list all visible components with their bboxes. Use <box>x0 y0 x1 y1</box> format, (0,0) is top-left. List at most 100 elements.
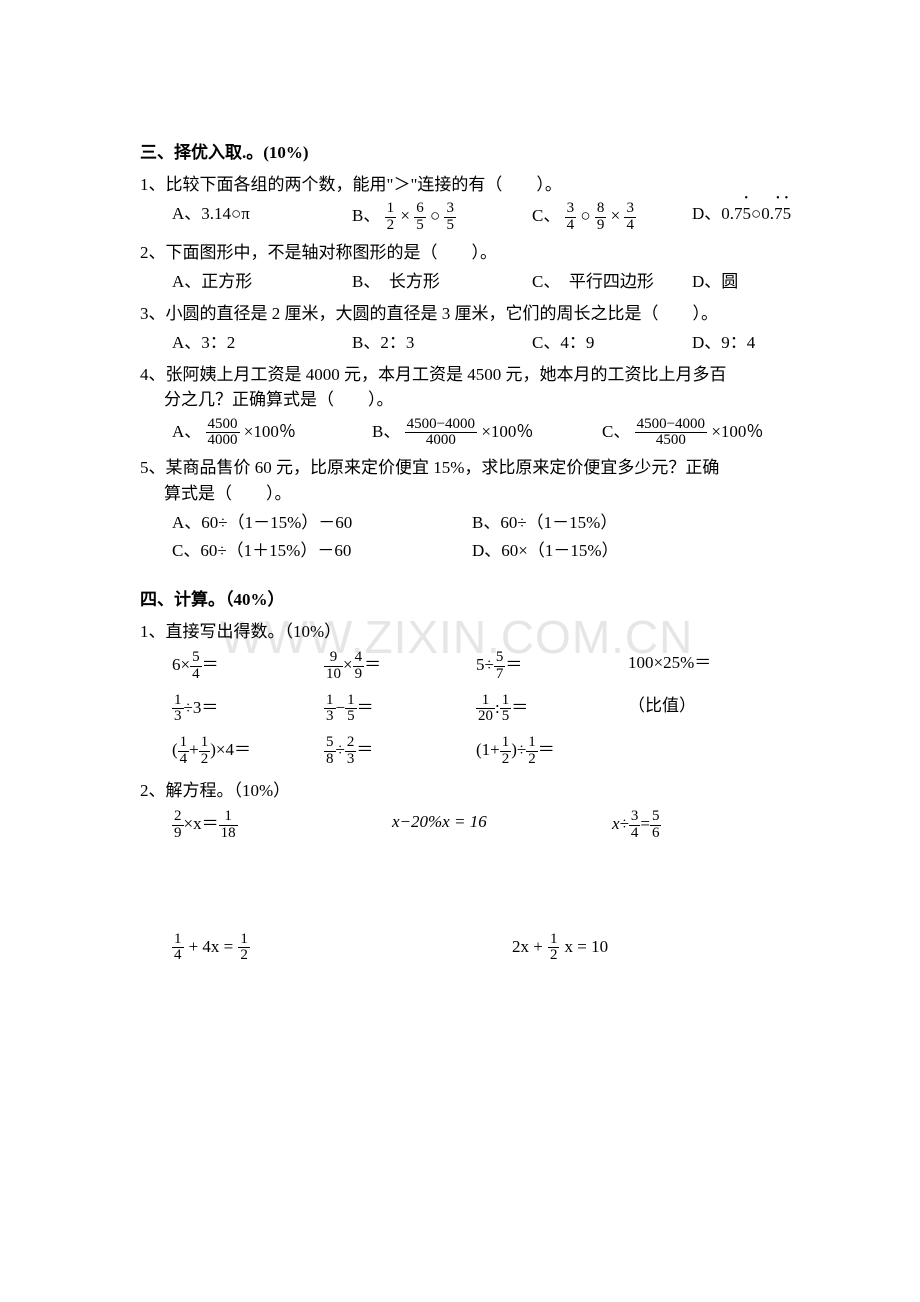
p1r3c-eq: ＝ <box>538 740 555 759</box>
p1r3a-f1: 14 <box>178 735 190 768</box>
p1r1c-eq: ＝ <box>505 655 522 674</box>
q1c-f1: 34 <box>565 201 577 234</box>
p2r1a: 29×x＝118 <box>172 809 392 842</box>
p1r2b: 13−15＝ <box>324 693 476 726</box>
p1r2a: 13÷3＝ <box>172 693 324 726</box>
q4c-frac: 4500−40004500 <box>635 417 707 450</box>
q1c-cmp: ○ <box>580 206 590 225</box>
q5-optC: C、60÷（1＋15%）－60 <box>172 538 472 564</box>
q4b-prefix: B、 <box>372 422 400 441</box>
p1r3b-f1: 58 <box>324 735 336 768</box>
p2r2a: 14 + 4x =12 <box>172 932 512 965</box>
q5-stem-l2: 算式是（ ）。 <box>164 481 780 507</box>
p1r1a-pre: 6× <box>172 655 190 674</box>
p2r2c-pre: 2x + <box>512 937 543 956</box>
q2-stem: 2、下面图形中，不是轴对称图形的是（ ）。 <box>140 240 780 266</box>
p1r3b-f2: 23 <box>345 735 357 768</box>
q4-optB: B、 4500−40004000 ×100％ <box>372 417 602 450</box>
p1r1b-f2: 49 <box>353 650 365 683</box>
p2r1c: x÷34=56 <box>612 809 780 842</box>
section4-title: 四、计算。（40%） <box>140 587 780 613</box>
p1r1b-mid: × <box>343 655 353 674</box>
q1c-prefix: C、 <box>532 206 560 225</box>
p2r1a-mid: ×x＝ <box>184 814 219 833</box>
p2r1c-mid: = <box>640 814 650 833</box>
p2r2c-f1: 12 <box>548 932 560 965</box>
q3-stem: 3、小圆的直径是 2 厘米，大圆的直径是 3 厘米，它们的周长之比是（ ）。 <box>140 301 780 327</box>
q5-optA: A、60÷（1－15%）－60 <box>172 510 472 536</box>
p1r2b-eq: ＝ <box>357 698 374 717</box>
p1r2a-f: 13 <box>172 693 184 726</box>
q1c-f2: 89 <box>595 201 607 234</box>
p2r2a-f1: 14 <box>172 932 184 965</box>
p2r1c-pre: x÷ <box>612 814 629 833</box>
p1r1b-eq: ＝ <box>364 655 381 674</box>
q4-stem-l2: 分之几？正确算式是（ ）。 <box>164 387 780 413</box>
p1r1c: 5÷57＝ <box>476 650 628 683</box>
q5-optB: B、60÷（1－15%） <box>472 510 780 536</box>
page: 三、择优入取.。(10%) 1、比较下面各组的两个数，能用"＞"连接的有（ ）。… <box>0 0 920 964</box>
p1r3a-mid: + <box>189 740 199 759</box>
q3-options: A、3：2 B、2：3 C、4：9 D、9：4 <box>172 330 780 356</box>
q4-options: A、 45004000 ×100％ B、 4500−40004000 ×100％… <box>172 417 780 450</box>
q5-optD: D、60×（1－15%） <box>472 538 780 564</box>
q1c-mid: × <box>611 206 621 225</box>
p1r2b-f1: 13 <box>324 693 336 726</box>
p1r3b-eq: ＝ <box>356 740 373 759</box>
q1-optD: D、0.75○0.75 <box>692 201 832 234</box>
q1b-prefix: B、 <box>352 206 380 225</box>
s4-p2-r1: 29×x＝118 x−20%x = 16 x÷34=56 <box>172 809 780 842</box>
p1r3c-pre: (1+ <box>476 740 500 759</box>
p2r2a-mid: + 4x = <box>189 937 234 956</box>
q1c-f3: 34 <box>624 201 636 234</box>
p1r3a: (14+12)×4＝ <box>172 735 324 768</box>
q2-optA: A、正方形 <box>172 269 352 295</box>
q4c-tail: ×100％ <box>711 422 763 441</box>
q4-stem-l1: 4、张阿姨上月工资是 4000 元，本月工资是 4500 元，她本月的工资比上月… <box>140 362 780 388</box>
q1-optC: C、 34 ○ 89 × 34 <box>532 201 692 234</box>
p2r2a-f2: 12 <box>238 932 250 965</box>
s4-p2-label: 2、解方程。（10%） <box>140 778 780 804</box>
s4-p2-r2: 14+ 4x =12 2x +12x = 10 <box>172 932 780 965</box>
p1r3b: 58÷23＝ <box>324 735 476 768</box>
q5-options-r2: C、60÷（1＋15%）－60 D、60×（1－15%） <box>172 538 780 564</box>
p2r2c: 2x +12x = 10 <box>512 932 780 965</box>
p2r1a-f1: 29 <box>172 809 184 842</box>
q3-optC: C、4：9 <box>532 330 692 356</box>
q4b-frac: 4500−40004000 <box>405 417 477 450</box>
p1r1c-pre: 5÷ <box>476 655 494 674</box>
q1-options: A、3.14○π B、 12 × 65 ○ 35 C、 34 ○ 89 × 34… <box>172 201 780 234</box>
p1r2d: （比值） <box>628 693 780 726</box>
q2-optC: C、 平行四边形 <box>532 269 692 295</box>
q4a-tail: ×100％ <box>244 422 296 441</box>
p1r1a: 6×54＝ <box>172 650 324 683</box>
p2r1c-f2: 56 <box>650 809 662 842</box>
q1-stem: 1、比较下面各组的两个数，能用"＞"连接的有（ ）。 <box>140 172 780 198</box>
q5-options-r1: A、60÷（1－15%）－60 B、60÷（1－15%） <box>172 510 780 536</box>
p1r1c-f: 57 <box>494 650 506 683</box>
p1r1b-f1: 910 <box>324 650 343 683</box>
p1r1b: 910×49＝ <box>324 650 476 683</box>
q1b-f3: 35 <box>444 201 456 234</box>
q4-optA: A、 45004000 ×100％ <box>172 417 372 450</box>
q2-optB: B、 长方形 <box>352 269 532 295</box>
p1r2a-mid: ÷3＝ <box>184 698 219 717</box>
q1b-f2: 65 <box>414 201 426 234</box>
p1r3c-f2: 12 <box>526 735 538 768</box>
p1r2b-mid: − <box>336 698 346 717</box>
p1r1d: 100×25%＝ <box>628 650 780 683</box>
p1r3c: (1+12)÷12＝ <box>476 735 628 768</box>
q4c-prefix: C、 <box>602 422 630 441</box>
q4a-prefix: A、 <box>172 422 201 441</box>
section3-title: 三、择优入取.。(10%) <box>140 140 780 166</box>
p1r2b-f2: 15 <box>345 693 357 726</box>
q1-optB: B、 12 × 65 ○ 35 <box>352 201 532 234</box>
q3-optD: D、9：4 <box>692 330 832 356</box>
p1r3c-mid: )÷ <box>511 740 526 759</box>
s4-p1-label: 1、直接写出得数。（10%） <box>140 619 780 645</box>
q1-optA: A、3.14○π <box>172 201 352 234</box>
q5-stem-l1: 5、某商品售价 60 元，比原来定价便宜 15%，求比原来定价便宜多少元？正确 <box>140 455 780 481</box>
p1r3b-mid: ÷ <box>336 740 345 759</box>
q2-options: A、正方形 B、 长方形 C、 平行四边形 D、圆 <box>172 269 780 295</box>
q4b-tail: ×100％ <box>481 422 533 441</box>
